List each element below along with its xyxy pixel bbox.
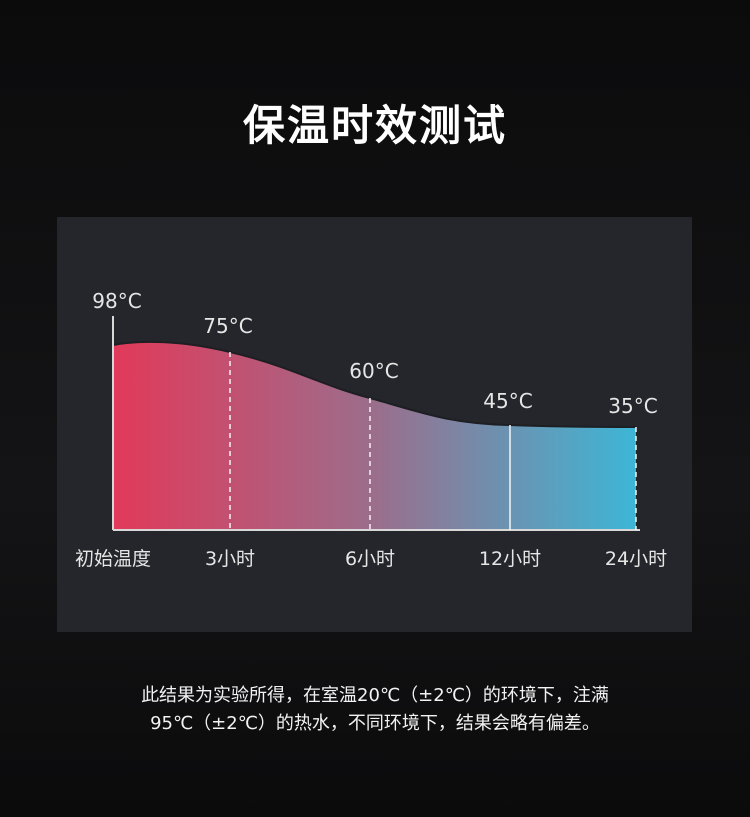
category-label: 24小时	[605, 548, 667, 570]
page-title: 保温时效测试	[242, 101, 507, 150]
category-label: 初始温度	[75, 548, 151, 570]
footnote-line-1: 此结果为实验所得，在室温20℃（±2℃）的环境下，注满	[141, 685, 609, 706]
value-label: 45°C	[483, 389, 532, 413]
temperature-area	[113, 341, 636, 530]
value-label: 98°C	[92, 289, 141, 313]
category-label: 6小时	[345, 548, 395, 570]
footnote: 此结果为实验所得，在室温20℃（±2℃）的环境下，注满 95℃（±2℃）的热水，…	[0, 682, 750, 738]
footnote-line-2: 95℃（±2℃）的热水，不同环境下，结果会略有偏差。	[150, 713, 600, 734]
category-label: 12小时	[479, 548, 541, 570]
value-label: 35°C	[608, 394, 657, 418]
value-label: 60°C	[349, 359, 398, 383]
category-label: 3小时	[205, 548, 255, 570]
value-label: 75°C	[203, 314, 252, 338]
